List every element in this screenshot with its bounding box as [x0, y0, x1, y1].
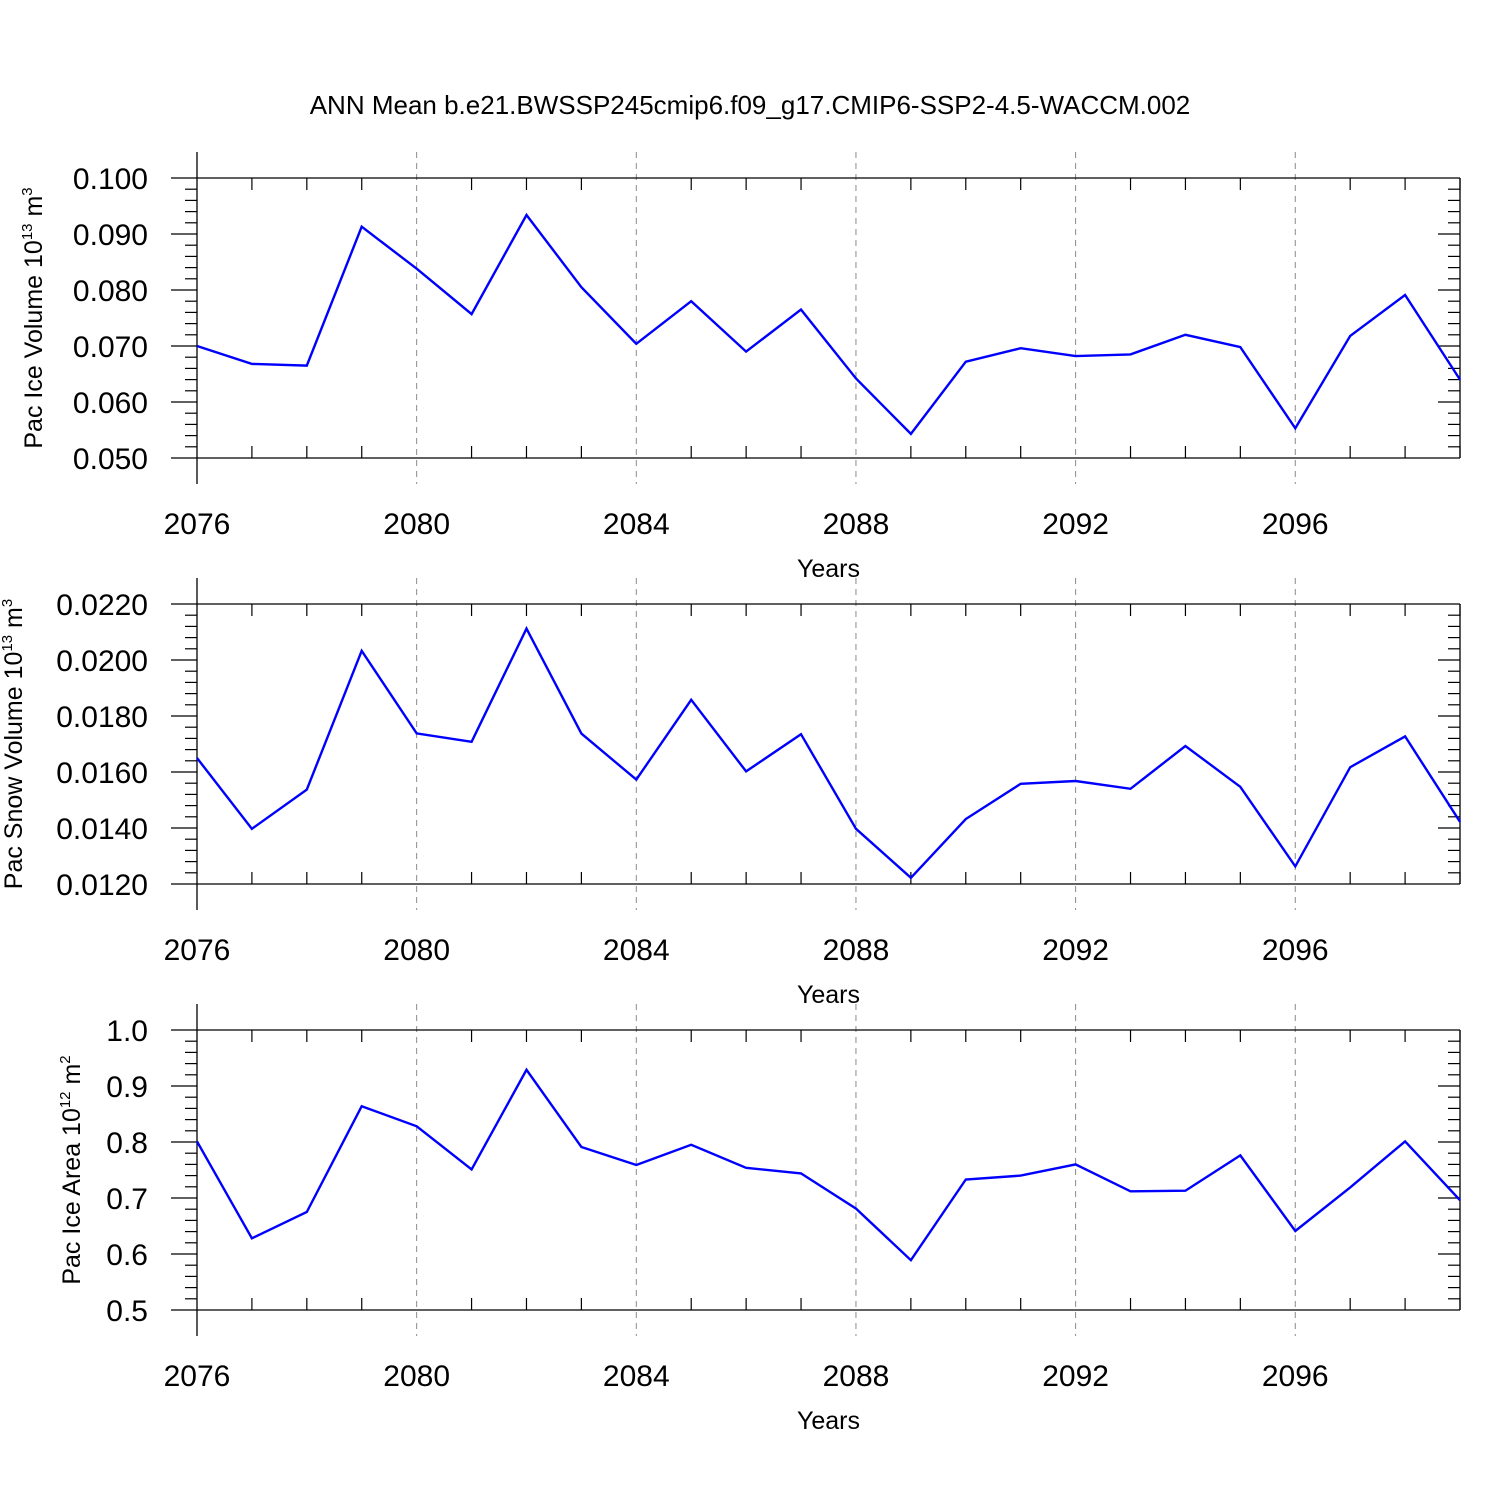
y-axis-title-superscript: 2: [57, 1055, 74, 1063]
x-tick-label: 2076: [164, 934, 231, 967]
x-tick-label: 2084: [603, 1360, 670, 1393]
y-axis-title-text: Pac Ice Area 10: [58, 1108, 86, 1285]
y-tick-label: 0.100: [73, 163, 148, 196]
y-axis-title-text: m: [20, 196, 48, 224]
x-tick-label: 2092: [1042, 508, 1109, 541]
series-line-1-1: [196, 212, 1462, 436]
y-tick-label: 0.0160: [56, 757, 148, 790]
y-tick-label: 0.7: [106, 1183, 148, 1216]
y-axis-title: Pac Ice Volume 1013 m3: [19, 187, 48, 448]
y-axis-title: Pac Ice Area 1012 m2: [57, 1055, 86, 1284]
x-axis-title: Years: [797, 981, 860, 1009]
x-tick-label: 2088: [823, 1360, 890, 1393]
x-tick-label: 2076: [164, 1360, 231, 1393]
y-tick-label: 1.0: [106, 1015, 148, 1048]
y-tick-label: 0.9: [106, 1071, 148, 1104]
x-tick-label: 2092: [1042, 1360, 1109, 1393]
y-tick-label: 0.8: [106, 1127, 148, 1160]
y-axis-title-superscript: 3: [19, 187, 36, 195]
y-tick-label: 0.0120: [56, 869, 148, 902]
y-tick-label: 0.0200: [56, 645, 148, 678]
y-tick-label: 0.090: [73, 219, 148, 252]
panel-2: 0.0120 0.0140 0.0160 0.0180 0.0200 0.0220 2076…: [0, 578, 1462, 1009]
x-tick-label: 2084: [603, 934, 670, 967]
y-axis-title-superscript: 3: [0, 599, 16, 607]
y-axis-title-text: Pac Ice Volume 10: [20, 240, 48, 448]
y-tick-label: 0.080: [73, 275, 148, 308]
y-tick-label: 0.5: [106, 1295, 148, 1328]
x-tick-label: 2080: [383, 934, 450, 967]
x-tick-label: 2088: [823, 508, 890, 541]
y-tick-label: 0.6: [106, 1239, 148, 1272]
x-tick-label: 2092: [1042, 934, 1109, 967]
y-axis-title-text: Pac Snow Volume 10: [0, 652, 28, 890]
figure-title: ANN Mean b.e21.BWSSP245cmip6.f09_g17.CMI…: [310, 90, 1191, 120]
panel-3: 0.5 0.6 0.7 0.8 0.9 1.0 2076 2080 2084 2088 2092 20…: [57, 1004, 1461, 1435]
x-tick-label: 2080: [383, 1360, 450, 1393]
x-tick-label: 2076: [164, 508, 231, 541]
y-tick-label: 0.050: [73, 443, 148, 476]
y-tick-label: 0.0140: [56, 813, 148, 846]
x-tick-label: 2096: [1262, 1360, 1329, 1393]
y-axis-title-superscript: 13: [0, 635, 16, 652]
y-axis-title-text: m: [0, 607, 28, 635]
x-tick-label: 2096: [1262, 934, 1329, 967]
y-axis-title-text: m: [58, 1064, 86, 1092]
y-tick-label: 0.060: [73, 387, 148, 420]
y-axis-title: Pac Snow Volume 1013 m3: [0, 599, 28, 889]
x-tick-label: 2080: [383, 508, 450, 541]
series-line-2-1: [196, 625, 1462, 880]
y-tick-label: 0.0220: [56, 589, 148, 622]
y-tick-label: 0.0180: [56, 701, 148, 734]
series-line-3-1: [195, 1067, 1461, 1263]
x-axis-title: Years: [797, 555, 860, 583]
x-tick-label: 2088: [823, 934, 890, 967]
y-tick-label: 0.070: [73, 331, 148, 364]
x-axis-title: Years: [797, 1407, 860, 1435]
y-axis-title-superscript: 13: [19, 223, 36, 240]
y-axis-title-superscript: 12: [57, 1091, 74, 1108]
x-tick-label: 2084: [603, 508, 670, 541]
panel-1: 0.050 0.060 0.070 0.080 0.090 0.100 2076 2080 20…: [19, 152, 1462, 583]
x-tick-label: 2096: [1262, 508, 1329, 541]
